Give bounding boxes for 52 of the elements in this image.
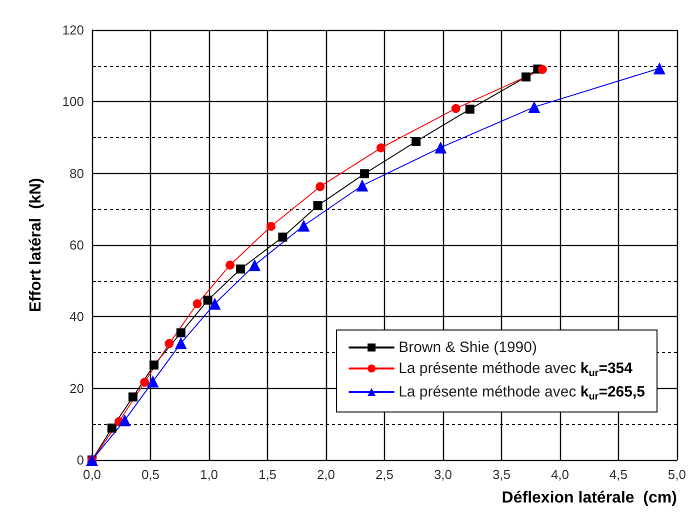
point — [128, 392, 138, 402]
point — [316, 182, 325, 192]
point — [146, 376, 159, 388]
point — [451, 104, 460, 113]
point — [140, 378, 150, 387]
point — [266, 222, 276, 231]
point — [174, 337, 187, 350]
point — [203, 296, 212, 305]
x-tick-label: 0,0 — [82, 467, 102, 482]
point — [538, 64, 547, 74]
point — [208, 298, 221, 310]
y-tick-label: 40 — [70, 309, 84, 324]
point — [522, 72, 531, 82]
y-axis-title: Effort latéral (kN) — [28, 178, 44, 312]
point — [360, 169, 370, 178]
x-tick-label: 2,5 — [375, 467, 394, 482]
point — [176, 328, 186, 338]
x-tick-label: 1,0 — [200, 467, 218, 482]
point — [107, 424, 116, 433]
point — [356, 180, 368, 192]
x-tick-label: 0,5 — [141, 467, 160, 482]
point — [278, 232, 288, 242]
x-tick-label: 3,0 — [434, 467, 452, 482]
point — [653, 62, 666, 74]
point — [150, 360, 159, 370]
x-tick-label: 2,0 — [316, 467, 336, 482]
point — [236, 264, 246, 274]
x-tick-label: 1,5 — [258, 467, 277, 482]
legend-label: Brown & Shie (1990) — [398, 339, 537, 356]
y-tick-label: 60 — [70, 238, 84, 252]
x-tick-label: 5,0 — [668, 467, 686, 482]
x-tick-label: 4,0 — [550, 467, 570, 482]
point — [434, 142, 447, 154]
point — [248, 259, 261, 272]
point — [465, 104, 474, 114]
y-tick-label: 0 — [76, 452, 84, 468]
y-tick-label: 20 — [70, 380, 84, 396]
y-tick-label: 100 — [62, 94, 84, 110]
point — [164, 339, 174, 348]
point — [412, 136, 421, 146]
point — [376, 143, 386, 152]
point — [226, 260, 235, 270]
point — [313, 201, 322, 210]
point — [528, 101, 540, 114]
y-tick-label: 120 — [62, 22, 84, 38]
x-tick-label: 3,5 — [492, 467, 511, 482]
point — [192, 299, 202, 308]
point — [298, 220, 310, 232]
x-axis-title: Déflexion latérale (cm) — [502, 490, 677, 506]
y-tick-label: 80 — [70, 166, 84, 181]
point — [118, 414, 131, 426]
x-tick-label: 4,5 — [609, 467, 628, 482]
